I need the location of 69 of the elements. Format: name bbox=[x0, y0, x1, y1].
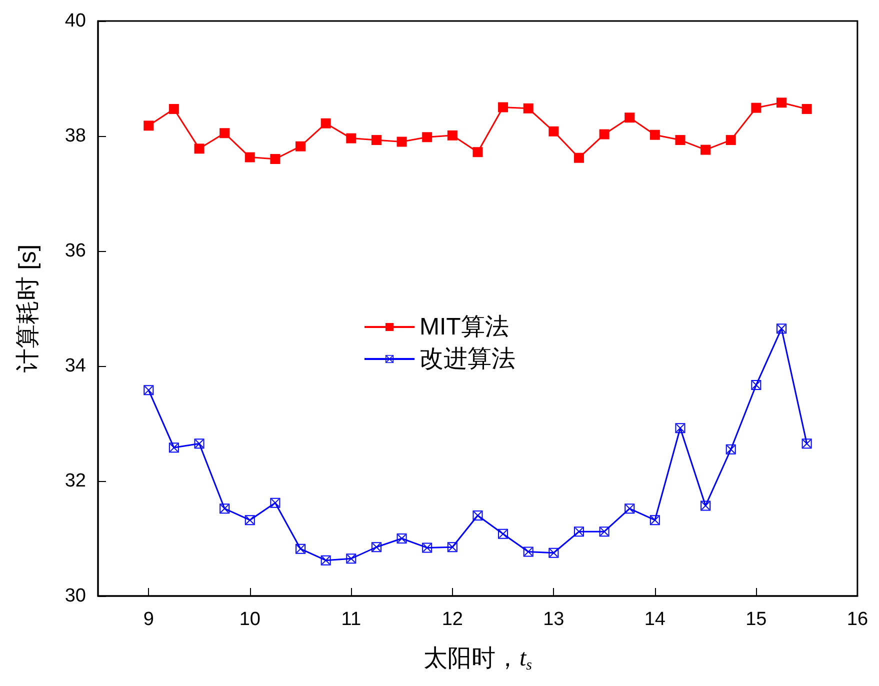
point bbox=[168, 104, 179, 114]
x-tick-label: 16 bbox=[846, 609, 868, 630]
point bbox=[523, 546, 534, 557]
point bbox=[346, 133, 356, 144]
point bbox=[194, 144, 204, 154]
point bbox=[346, 554, 356, 564]
point bbox=[751, 102, 762, 113]
point bbox=[726, 444, 736, 454]
y-axis-title: 计算耗时 [s] bbox=[14, 244, 42, 373]
point bbox=[802, 438, 812, 449]
point bbox=[675, 423, 686, 434]
point bbox=[675, 135, 686, 146]
x-tick-label: 9 bbox=[143, 609, 154, 630]
point bbox=[447, 130, 458, 140]
point bbox=[244, 152, 255, 162]
point bbox=[523, 103, 534, 114]
point bbox=[396, 136, 407, 147]
point bbox=[447, 542, 458, 552]
y-tick-label: 32 bbox=[64, 470, 86, 492]
point bbox=[244, 515, 255, 526]
legend-label: MIT算法 bbox=[420, 314, 509, 340]
point bbox=[270, 498, 280, 508]
point bbox=[624, 112, 635, 123]
point bbox=[599, 129, 610, 140]
point bbox=[220, 128, 230, 138]
y-tick-label: 36 bbox=[64, 240, 86, 262]
point bbox=[700, 144, 711, 155]
point bbox=[371, 542, 382, 552]
point bbox=[498, 528, 508, 539]
point bbox=[650, 130, 660, 140]
point bbox=[194, 438, 204, 449]
point bbox=[168, 442, 179, 453]
point bbox=[422, 132, 432, 142]
point bbox=[548, 548, 559, 558]
point bbox=[624, 504, 635, 514]
point bbox=[574, 152, 584, 163]
point bbox=[700, 500, 711, 511]
point bbox=[472, 147, 483, 158]
point bbox=[422, 542, 432, 553]
point bbox=[371, 135, 382, 146]
point bbox=[548, 126, 559, 136]
point bbox=[320, 555, 331, 566]
point bbox=[144, 120, 154, 131]
point bbox=[296, 544, 306, 554]
y-tick-label: 40 bbox=[64, 10, 86, 32]
point bbox=[270, 154, 280, 164]
point bbox=[776, 324, 786, 334]
x-tick-label: 10 bbox=[239, 609, 260, 630]
point bbox=[498, 102, 508, 112]
point bbox=[751, 380, 762, 390]
x-tick-label: 15 bbox=[746, 609, 767, 630]
point bbox=[726, 135, 736, 146]
x-tick-label: 14 bbox=[644, 609, 666, 630]
y-tick-label: 34 bbox=[64, 356, 86, 376]
legend-label: 改进算法 bbox=[420, 346, 516, 372]
point bbox=[320, 118, 331, 128]
x-tick-label: 12 bbox=[442, 609, 463, 630]
point bbox=[776, 98, 786, 108]
point bbox=[144, 385, 154, 396]
point bbox=[599, 526, 610, 537]
y-tick-label: 38 bbox=[64, 126, 86, 146]
point bbox=[574, 526, 584, 537]
point bbox=[802, 104, 812, 114]
point bbox=[220, 504, 230, 514]
point bbox=[650, 515, 660, 526]
y-tick-label: 30 bbox=[64, 586, 86, 606]
x-tick-label: 11 bbox=[341, 609, 362, 630]
point bbox=[296, 141, 306, 152]
x-tick-label: 13 bbox=[543, 609, 564, 630]
